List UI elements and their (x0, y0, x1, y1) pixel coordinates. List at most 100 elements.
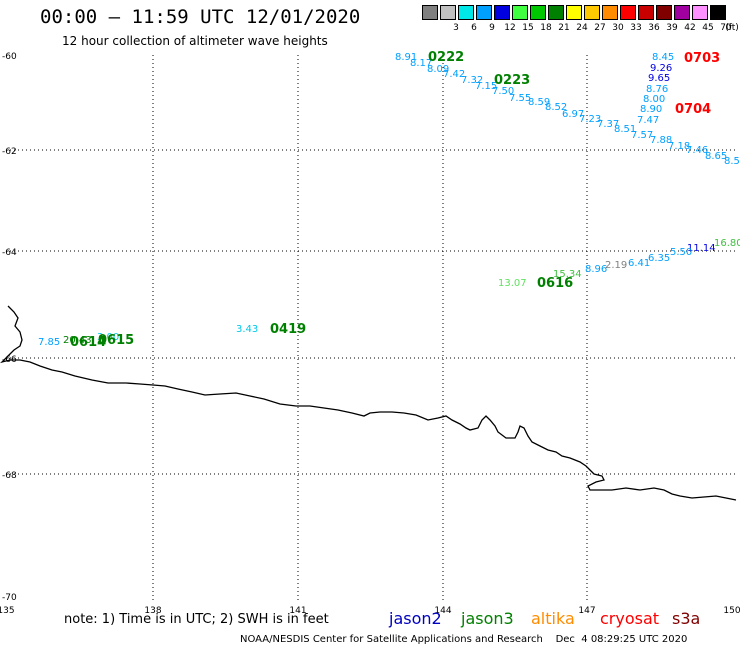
swh-value: 15.34 (553, 269, 582, 280)
lat-label: -68 (2, 471, 17, 481)
swh-value: 8.09 (427, 64, 449, 75)
scale-swatch (440, 5, 456, 20)
scale-swatch (458, 5, 474, 20)
lat-label: -70 (2, 593, 17, 603)
scale-swatch (656, 5, 672, 20)
scale-label: 36 (648, 23, 660, 33)
swh-value: 3.00 (97, 332, 119, 343)
satellite-legend-item: jason2 (389, 609, 442, 628)
swh-value: 7.32 (461, 75, 483, 86)
swh-value: 6.97 (562, 109, 584, 120)
pass-time-label: 0704 (675, 102, 711, 117)
scale-swatch (692, 5, 708, 20)
swh-value: 8.00 (643, 94, 665, 105)
swh-value: 7.50 (492, 86, 514, 97)
swh-value: 6.35 (648, 253, 670, 264)
swh-value: 8.45 (652, 52, 674, 63)
scale-label: 30 (612, 23, 624, 33)
swh-value: 9.65 (648, 73, 670, 84)
scale-swatch (674, 5, 690, 20)
map-subtitle: 12 hour collection of altimeter wave hei… (62, 34, 328, 48)
scale-swatch (530, 5, 546, 20)
swh-value: 7.46 (686, 145, 708, 156)
scale-label: 24 (576, 23, 588, 33)
scale-label: 6 (471, 23, 477, 33)
antarctic-coastline (0, 305, 737, 501)
footer-note: note: 1) Time is in UTC; 2) SWH is in fe… (64, 612, 329, 627)
scale-label: 9 (489, 23, 495, 33)
lon-label: 135 (0, 606, 15, 616)
scale-label: 15 (522, 23, 534, 33)
swh-value: 20.43 (63, 335, 92, 346)
scale-swatch (548, 5, 564, 20)
scale-swatch (422, 5, 438, 20)
latitude-labels: -60 -62 -64 -66 -68 -70 (2, 52, 17, 603)
longitude-labels: 135 138 141 144 147 150 (0, 606, 740, 616)
swh-value: 7.23 (579, 114, 601, 125)
swh-value: 8.17 (410, 58, 432, 69)
scale-swatch (710, 5, 726, 20)
swh-value: 7.85 (38, 337, 60, 348)
satellite-legend-item: s3a (672, 609, 701, 628)
scale-unit-label: (ft) (725, 23, 739, 33)
pass-time-label: 0223 (494, 73, 530, 88)
scale-label: 42 (684, 23, 696, 33)
map-gridlines (6, 55, 735, 600)
footer-credit: NOAA/NESDIS Center for Satellite Applica… (240, 634, 688, 645)
scale-swatch (584, 5, 600, 20)
swh-value: 7.47 (637, 115, 659, 126)
scale-swatch (494, 5, 510, 20)
swh-value: 7.57 (631, 130, 653, 141)
pass-time-label: 0703 (684, 51, 720, 66)
satellite-legend-item: altika (531, 609, 575, 628)
swh-value: 8.91 (395, 52, 417, 63)
lon-label: 144 (434, 606, 451, 616)
swh-value: 7.88 (650, 135, 672, 146)
pass-time-label: 0419 (270, 322, 306, 337)
scale-swatch (620, 5, 636, 20)
lat-label: -62 (2, 147, 17, 157)
scale-swatch (512, 5, 528, 20)
scale-swatch (566, 5, 582, 20)
scale-swatch (602, 5, 618, 20)
swh-value: 9.26 (650, 63, 672, 74)
scale-swatch (638, 5, 654, 20)
swh-value: 13.07 (498, 278, 527, 289)
scale-label: 3 (453, 23, 459, 33)
scale-label: 70 (720, 23, 732, 33)
wave-height-values: 8.918.178.097.427.327.157.507.558.598.52… (38, 52, 740, 348)
pass-time-label: 0615 (98, 333, 134, 348)
swh-value: 8.59 (528, 97, 550, 108)
swh-value: 8.65 (705, 151, 727, 162)
lat-label: -66 (2, 355, 17, 365)
swh-value: 8.96 (585, 264, 607, 275)
scale-swatch (476, 5, 492, 20)
scale-label: 45 (702, 23, 714, 33)
scale-label: 33 (630, 23, 642, 33)
lon-label: 141 (289, 606, 306, 616)
lon-label: 150 (723, 606, 740, 616)
map-title: 00:00 – 11:59 UTC 12/01/2020 (40, 6, 361, 28)
swh-value: 8.51 (614, 124, 636, 135)
lon-label: 147 (578, 606, 595, 616)
satellite-legend-item: jason3 (461, 609, 514, 628)
swh-value: 7.18 (668, 141, 690, 152)
swh-value: 8.90 (640, 104, 662, 115)
swh-value: 7.42 (443, 69, 465, 80)
swh-value: 16.80 (714, 238, 740, 249)
satellite-legend-item: cryosat (600, 609, 660, 628)
scale-label: 18 (540, 23, 552, 33)
swh-value: 8.5 (724, 156, 740, 167)
pass-time-label: 0222 (428, 50, 464, 65)
swh-value: 5.50 (670, 247, 692, 258)
lon-label: 138 (144, 606, 161, 616)
scale-label: 39 (666, 23, 678, 33)
lat-label: -60 (2, 52, 17, 62)
swh-value: 6.41 (628, 258, 650, 269)
swh-value: 7.55 (509, 93, 531, 104)
coastline-path (0, 305, 737, 501)
swh-value: 8.52 (545, 102, 567, 113)
scale-label: 27 (594, 23, 606, 33)
